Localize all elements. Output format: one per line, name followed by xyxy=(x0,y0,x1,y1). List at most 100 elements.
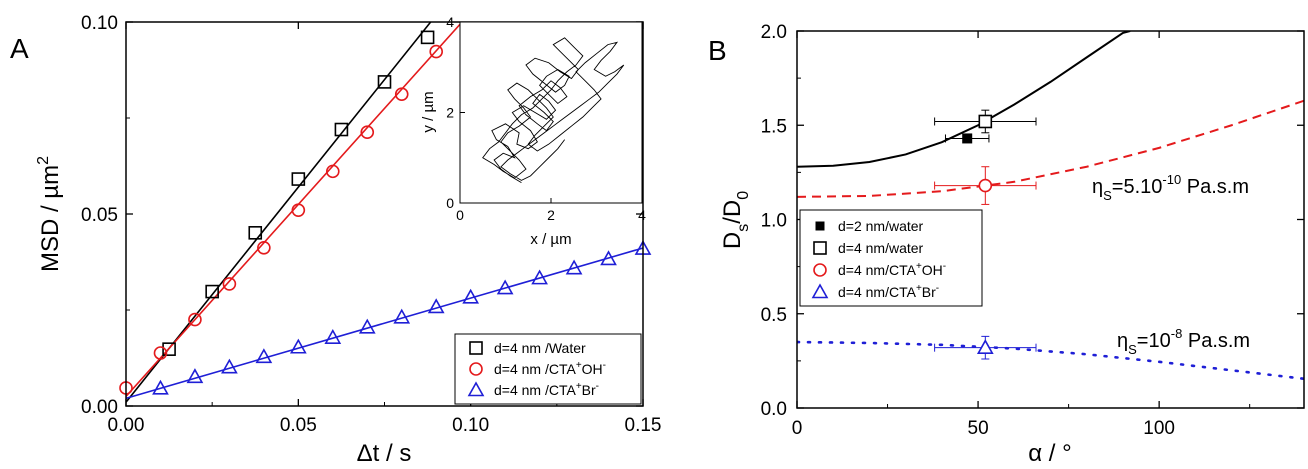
panel-a-fit-lines xyxy=(126,22,643,403)
data-point-series-1 xyxy=(153,346,168,360)
legend-b-marker-2 xyxy=(813,263,827,277)
data-point-series-2 xyxy=(186,368,204,384)
legend-b-label-1-text: d=4 nm/water xyxy=(838,240,924,256)
legend-a-label-2-mid: Br xyxy=(582,382,596,398)
inset-background xyxy=(460,22,642,203)
inset-y-tick-label: 2 xyxy=(446,105,454,121)
legend-b-label-2: d=4 nm/CTA+OH- xyxy=(838,261,946,278)
data-point-series-2 xyxy=(462,288,480,304)
legend-a-marker-0 xyxy=(469,341,483,355)
data-point-series-1 xyxy=(360,125,375,140)
x-tick-label: 0.10 xyxy=(452,415,489,436)
x-tick-label: 0.00 xyxy=(108,415,145,436)
data-point-series-2 xyxy=(496,279,514,295)
data-point-series-1 xyxy=(429,44,444,59)
panel-a-ticks: 0.00 0.05 0.10 0.15 0.00 0.05 0.10 xyxy=(81,13,661,436)
data-point-series-1 xyxy=(325,164,340,179)
data-point-series-2 xyxy=(600,250,617,266)
panel-b-markers xyxy=(934,109,1037,360)
data-point-series-2 xyxy=(427,298,445,314)
panel-a-inset: 0 2 4 0 2 4 x / µm y / µm xyxy=(420,14,646,248)
panel-b-chart: 0 50 100 0.0 0.5 1.0 1.5 2.0 Ds/D0 α / ° ηS=5.1… xyxy=(719,22,1305,467)
panel-b-xlabel: α / ° xyxy=(1028,440,1071,467)
legend-b-label-1: d=4 nm/water xyxy=(838,240,924,256)
legend-a-label-2: d=4 nm /CTA+Br- xyxy=(494,381,599,398)
legend-a-label-0-text: d=4 nm /Water xyxy=(494,340,586,356)
y-tick-label: 1.0 xyxy=(761,211,787,232)
data-point-series-1 xyxy=(291,203,306,217)
y-tick-label: 0.5 xyxy=(761,305,787,326)
legend-b-label-2-mid: OH xyxy=(922,262,943,278)
inset-xlabel: x / µm xyxy=(530,231,571,248)
data-point-series-0 xyxy=(205,284,219,299)
data-point-series-2 xyxy=(393,308,411,324)
data-point-series-1 xyxy=(188,312,202,327)
data-point-series-2 xyxy=(978,178,993,193)
inset-x-tick-label: 0 xyxy=(456,207,464,223)
model-curve-solid xyxy=(797,31,1131,168)
legend-a-label-1-sup2: - xyxy=(603,360,606,371)
panel-a-letter: A xyxy=(10,33,29,64)
legend-a-label-1-mid: OH xyxy=(582,361,603,377)
fit-line-series-1 xyxy=(126,22,464,397)
legend-b-label-0-text: d=2 nm/water xyxy=(838,218,924,234)
data-point-series-1 xyxy=(394,87,409,101)
fit-line-series-2 xyxy=(126,247,643,400)
data-point-series-0 xyxy=(291,172,306,186)
data-point-series-2 xyxy=(531,269,548,285)
inset-ticks: 0 2 4 0 2 4 xyxy=(446,14,646,223)
legend-b-label-3-mid: Br xyxy=(922,284,936,300)
inset-y-tick-label: 4 xyxy=(446,14,454,30)
panel-b-ticks: 0 50 100 0.0 0.5 1.0 1.5 2.0 xyxy=(761,22,1304,439)
data-point-series-0 xyxy=(248,226,263,240)
data-point-series-3 xyxy=(976,339,994,354)
legend-b-label-3-text: d=4 nm/CTA xyxy=(838,284,917,300)
legend-a-marker-1 xyxy=(469,362,483,376)
panel-a-legend-box xyxy=(454,333,642,405)
panel-b-legend-box xyxy=(799,209,983,307)
legend-b-marker-1 xyxy=(813,241,827,255)
legend-a-marker-2 xyxy=(467,381,485,397)
x-tick-label: 0.05 xyxy=(280,415,317,436)
viscosity-annotation-red: ηS=5.10-10 Pa.s.m xyxy=(1092,172,1249,203)
fit-line-series-0 xyxy=(126,22,432,403)
data-point-series-1 xyxy=(978,114,993,129)
legend-b-label-3: d=4 nm/CTA+Br- xyxy=(838,283,939,300)
legend-a-label-0: d=4 nm /Water xyxy=(494,340,586,356)
legend-b-label-3-sup: + xyxy=(916,283,922,294)
data-point-series-2 xyxy=(152,379,169,395)
x-tick-label: 50 xyxy=(968,418,989,439)
legend-a-label-1-sup: + xyxy=(576,360,582,371)
y-tick-label: 0.10 xyxy=(81,13,118,34)
panel-b-letter: B xyxy=(708,35,727,66)
legend-b-marker-3 xyxy=(811,283,829,299)
legend-b-label-2-sup: + xyxy=(916,261,922,272)
data-point-series-2 xyxy=(324,329,342,344)
legend-b-label-2-sup2: - xyxy=(943,261,946,272)
legend-b-label-3-sup2: - xyxy=(936,283,939,294)
data-point-series-2 xyxy=(255,348,273,364)
data-point-series-0 xyxy=(962,133,973,144)
data-point-series-0 xyxy=(334,122,349,137)
x-tick-label: 0.15 xyxy=(625,415,662,436)
legend-a-label-1-text: d=4 nm /CTA xyxy=(494,361,576,377)
x-tick-label: 100 xyxy=(1143,418,1175,439)
inset-y-tick-label: 0 xyxy=(446,195,454,211)
data-point-series-1 xyxy=(257,240,271,255)
data-point-series-0 xyxy=(420,30,435,45)
model-curve-dashed xyxy=(797,99,1304,198)
legend-a-label-2-sup: + xyxy=(576,381,582,392)
legend-b-label-0: d=2 nm/water xyxy=(838,218,924,234)
data-point-series-0 xyxy=(377,75,392,89)
viscosity-annotation-blue: ηS=10-8 Pa.s.m xyxy=(1117,326,1250,357)
legend-a-label-1: d=4 nm /CTA+OH- xyxy=(494,360,606,377)
data-point-series-0 xyxy=(162,342,176,356)
legend-a-label-2-text: d=4 nm /CTA xyxy=(494,382,576,398)
legend-b-label-2-text: d=4 nm/CTA xyxy=(838,262,917,278)
data-point-series-1 xyxy=(222,277,237,291)
legend-b-marker-0 xyxy=(815,221,825,231)
panel-b-model-curves xyxy=(797,31,1304,381)
panel-a-xlabel: Δt / s xyxy=(357,440,412,467)
